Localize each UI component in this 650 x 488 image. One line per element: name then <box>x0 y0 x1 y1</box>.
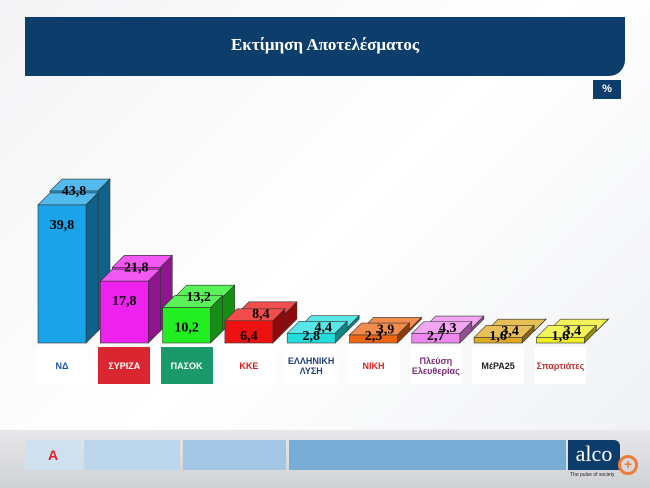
data-label-upper: 3,4 <box>564 324 582 339</box>
data-label-lower: 2,8 <box>302 329 320 344</box>
bar-lower-front <box>162 307 211 344</box>
footer-bar: A <box>0 430 650 488</box>
footer-block <box>183 440 286 470</box>
bar-chart: 43,839,821,817,8 13,210,28,46,44,42,8 3,92… <box>37 178 610 344</box>
data-label-upper: 3,4 <box>501 324 519 339</box>
data-label-upper: 21,8 <box>124 260 149 275</box>
party-logo: ΠΑΣΟΚ <box>160 347 213 384</box>
party-logo: Σπαρτιάτες <box>534 347 587 384</box>
unit-badge: % <box>593 80 621 99</box>
data-label-lower: 1,6 <box>552 329 570 344</box>
footer-block <box>289 440 566 470</box>
party-logo-text: ΠΑΣΟΚ <box>170 360 203 371</box>
party-logo-text: ΜέΡΑ25 <box>481 360 515 371</box>
data-label-upper: 4,3 <box>439 321 457 336</box>
party-logo: Πλεύση Ελευθερίας <box>409 347 462 384</box>
party-logo-text: ΕΛΛΗΝΙΚΗ ΛΥΣΗ <box>287 355 335 376</box>
party-logo: ΝΙΚΗ <box>347 347 400 384</box>
bar-lower-front <box>224 320 274 344</box>
channel-logo: A <box>25 440 81 470</box>
bar-lower-front <box>349 334 398 344</box>
party-logo: ΜέΡΑ25 <box>472 347 525 384</box>
data-label-upper: 13,2 <box>186 290 211 305</box>
data-label-lower: 6,4 <box>240 329 258 344</box>
party-logo: ΕΛΛΗΝΙΚΗ ΛΥΣΗ <box>285 347 338 384</box>
data-label-upper: 43,8 <box>62 184 87 199</box>
zoom-in-icon[interactable]: + <box>618 455 638 475</box>
party-logo: ΚΚΕ <box>222 347 275 384</box>
data-label-upper: 4,4 <box>314 321 332 336</box>
footer-block <box>84 440 180 470</box>
bar-lower-side <box>85 192 99 344</box>
bar-lower-front <box>536 337 585 344</box>
data-label-lower: 39,8 <box>50 218 75 233</box>
party-logo-text: ΝΙΚΗ <box>362 360 385 371</box>
party-logo-text: ΣΥΡΙΖΑ <box>108 360 141 371</box>
data-label-lower: 2,7 <box>427 329 445 344</box>
alco-logo: alco <box>568 440 620 470</box>
party-logo: ΣΥΡΙΖΑ <box>98 347 151 384</box>
party-logo-text: ΝΔ <box>55 360 69 371</box>
bar-lower-front <box>37 204 87 344</box>
data-label-lower: 10,2 <box>174 321 199 336</box>
data-label-lower: 17,8 <box>112 294 137 309</box>
bar-lower-front <box>411 333 461 344</box>
alco-tagline: The pulse of society <box>570 472 615 478</box>
data-label-lower: 1,6 <box>489 329 507 344</box>
data-label-upper: 8,4 <box>252 307 270 322</box>
data-label-lower: 2,3 <box>365 329 383 344</box>
party-logo: ΝΔ <box>36 347 88 384</box>
bar-lower-front <box>473 337 523 344</box>
party-logo-text: Πλεύση Ελευθερίας <box>411 355 460 376</box>
party-logo-text: Σπαρτιάτες <box>536 360 585 371</box>
chart-title: Εκτίμηση Αποτελέσματος <box>25 17 625 76</box>
bar-lower-side <box>148 268 161 344</box>
data-label-upper: 3,9 <box>377 322 395 337</box>
bar-lower-front <box>100 280 149 344</box>
bar-lower-front <box>286 332 336 344</box>
party-logo-text: ΚΚΕ <box>239 360 259 371</box>
